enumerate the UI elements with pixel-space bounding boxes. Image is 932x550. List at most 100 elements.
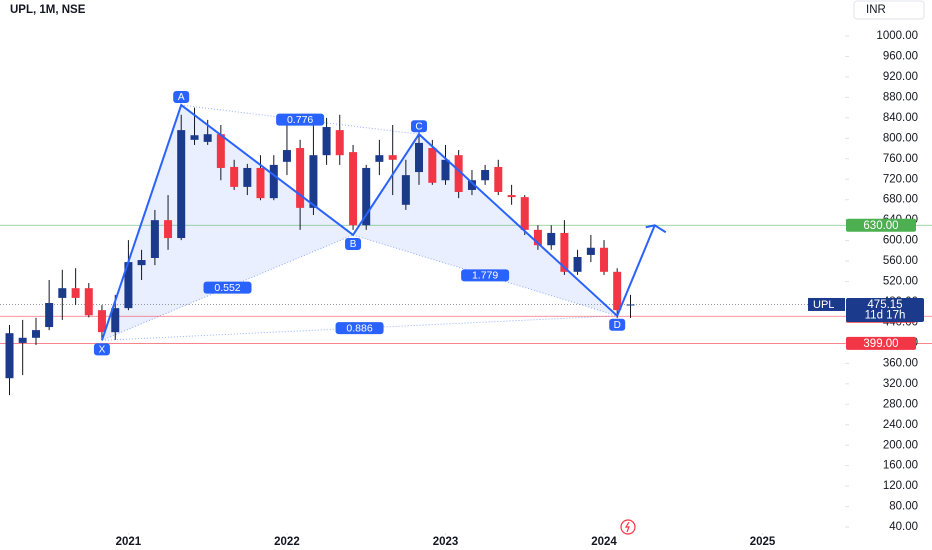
y-tick-label: 840.00: [883, 112, 918, 124]
y-tick-label: 200.00: [883, 439, 918, 451]
point-label: D: [614, 320, 621, 331]
candle-body: [45, 303, 54, 328]
ratio-label: 0.776: [287, 114, 313, 126]
y-tick-label: 320.00: [883, 378, 918, 390]
last-price-label: 475.15: [867, 299, 902, 311]
x-tick-label: 2023: [433, 536, 459, 548]
y-tick-label: 920.00: [883, 71, 918, 83]
pattern-dotted-line: [101, 234, 354, 341]
projection-line: [616, 224, 656, 317]
event-icon[interactable]: [620, 519, 636, 535]
candle-body: [560, 232, 569, 272]
point-label-box: [609, 318, 626, 331]
currency: INR: [866, 4, 886, 16]
ratio-label: 1.779: [472, 270, 498, 282]
candle-body: [428, 148, 437, 183]
level-price-label: 399.00: [863, 338, 898, 350]
candle-body: [243, 167, 252, 187]
y-tick-label: 760.00: [883, 153, 918, 165]
candle-body: [415, 142, 424, 173]
y-tick-label: 560.00: [883, 255, 918, 267]
candle-body: [124, 262, 133, 309]
y-tick-label: 280.00: [883, 398, 918, 410]
candle-body: [441, 159, 450, 181]
candle-body: [97, 310, 106, 333]
y-tick-label: 880.00: [883, 91, 918, 103]
last-price-symbol: UPL: [813, 299, 834, 311]
candle-body: [84, 288, 93, 316]
candle-body: [164, 220, 173, 239]
candle-body: [269, 164, 278, 199]
pattern-dotted-line: [181, 104, 420, 135]
y-tick-label: 800.00: [883, 132, 918, 144]
candle-body: [190, 135, 199, 140]
last-price-box: [846, 297, 924, 322]
y-tick-label: 960.00: [883, 50, 918, 62]
countdown-label: 11d 17h: [865, 310, 906, 322]
pattern-dotted-line: [101, 315, 618, 341]
candle-body: [613, 271, 622, 311]
candle-body: [375, 155, 384, 162]
candle-body: [507, 195, 516, 198]
point-label-box: [411, 120, 428, 133]
currency-box[interactable]: [853, 0, 925, 20]
candle-body: [335, 130, 344, 156]
candle-body: [111, 308, 120, 333]
y-tick-label: 120.00: [883, 480, 918, 492]
candle-body: [322, 127, 331, 156]
projection-arrowhead: [645, 224, 667, 234]
y-tick-label: 600.00: [883, 235, 918, 247]
candle-body: [626, 304, 635, 306]
point-label-box: [345, 237, 362, 250]
y-tick-label: 80.00: [889, 501, 918, 513]
candle-body: [177, 130, 186, 239]
x-tick-label: 2021: [116, 536, 142, 548]
candle-body: [454, 155, 463, 193]
chart-title: UPL, 1M, NSE: [10, 4, 86, 16]
candle-body: [467, 180, 476, 190]
candle-body: [586, 247, 595, 255]
candle-body: [388, 155, 397, 160]
candle-body: [309, 155, 318, 208]
last-price-symbol-box: [808, 297, 845, 311]
candle-body: [71, 288, 80, 298]
candle-body: [5, 333, 14, 379]
x-tick-label: 2022: [274, 536, 300, 548]
candle-body: [533, 229, 542, 246]
y-tick-label: 1000.00: [876, 30, 918, 42]
candle-body: [150, 220, 159, 258]
event-icon-bolt: [624, 521, 630, 533]
pattern-fill: [101, 105, 354, 341]
y-tick-label: 40.00: [889, 521, 918, 533]
candle-body: [401, 175, 410, 205]
candle-body: [137, 260, 146, 266]
level-price-box: [846, 218, 916, 232]
candle-body: [282, 150, 291, 162]
y-tick-label: 520.00: [883, 276, 918, 288]
candle-body: [256, 167, 265, 199]
y-tick-label: 360.00: [883, 357, 918, 369]
candle-body: [520, 197, 529, 230]
candle-body: [216, 134, 225, 168]
point-label: C: [415, 121, 422, 132]
ratio-box: [461, 269, 510, 282]
ratio-box: [276, 113, 325, 126]
candle-body: [494, 166, 503, 193]
level-price-box: [846, 336, 916, 350]
ratio-label: 0.886: [346, 322, 372, 334]
level-price-label: 630.00: [863, 220, 898, 232]
point-label-box: [173, 91, 190, 104]
candle-body: [18, 337, 27, 343]
candle-body: [362, 167, 371, 226]
candle-body: [481, 170, 490, 181]
candle-body: [58, 288, 67, 298]
y-tick-label: 680.00: [883, 194, 918, 206]
point-label: B: [350, 239, 357, 250]
x-tick-label: 2025: [750, 536, 776, 548]
pattern-line: [100, 103, 618, 341]
x-tick-label: 2024: [591, 536, 617, 548]
y-tick-label: 160.00: [883, 460, 918, 472]
point-label: X: [99, 344, 106, 355]
candle-body: [31, 330, 40, 338]
